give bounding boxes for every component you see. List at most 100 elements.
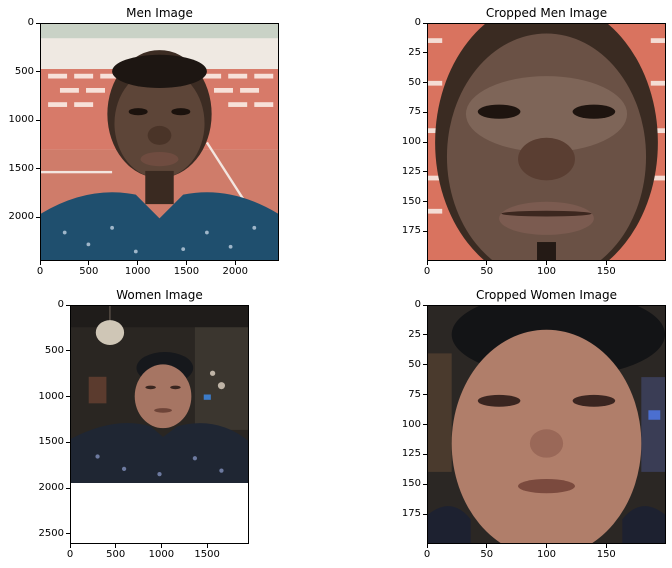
y-tick-label: 25	[408, 46, 421, 58]
y-tick-label: 75	[408, 106, 421, 118]
y-tick-label: 2000	[38, 482, 64, 494]
y-tick-label: 50	[408, 358, 421, 370]
x-tick-label: 0	[423, 266, 431, 277]
x-tick-label: 500	[79, 266, 99, 277]
x-tick	[185, 261, 187, 265]
y-tick	[423, 364, 427, 366]
y-tick-label: 175	[401, 508, 421, 520]
y-tick-label: 50	[408, 76, 421, 88]
x-tick-label: 150	[596, 549, 616, 560]
y-tick-label: 150	[401, 478, 421, 490]
y-tick	[36, 22, 40, 24]
x-tick-label: 100	[536, 549, 557, 560]
y-tick	[423, 483, 427, 485]
x-tick-label: 500	[106, 549, 126, 560]
x-tick	[88, 261, 90, 265]
y-tick	[423, 111, 427, 113]
y-tick-label: 2500	[38, 527, 64, 539]
x-tick-label: 1500	[173, 266, 200, 277]
y-tick	[423, 82, 427, 83]
x-tick	[546, 261, 547, 265]
x-tick	[426, 261, 428, 265]
x-tick	[39, 261, 41, 265]
x-tick	[234, 261, 236, 265]
y-tick	[36, 119, 40, 121]
x-tick	[160, 544, 162, 548]
y-tick-label: 100	[401, 136, 421, 147]
subplot-title: Cropped Men Image	[485, 6, 608, 20]
y-tick	[423, 394, 427, 396]
x-tick	[486, 261, 488, 265]
y-tick	[423, 201, 427, 202]
cropped-women-image-frame	[427, 305, 666, 544]
y-tick-label: 125	[401, 448, 421, 460]
y-tick	[66, 304, 70, 306]
y-tick	[423, 424, 427, 425]
y-tick	[423, 22, 427, 24]
women-image-frame	[70, 305, 249, 544]
x-tick-label: 0	[36, 266, 44, 277]
subplot-title: Cropped Women Image	[475, 288, 618, 302]
y-tick	[423, 230, 427, 232]
x-tick-label: 0	[423, 549, 431, 560]
y-tick	[66, 533, 70, 535]
x-tick	[426, 544, 428, 548]
x-tick-label: 1000	[124, 266, 151, 277]
y-tick	[36, 71, 40, 73]
y-tick-label: 1000	[8, 114, 34, 126]
y-tick	[423, 304, 427, 306]
y-tick-label: 1500	[8, 162, 34, 174]
y-tick-label: 150	[401, 195, 421, 207]
y-tick-label: 500	[14, 65, 34, 77]
woman-photo	[71, 306, 248, 483]
y-tick	[66, 487, 70, 489]
subplot-title: Women Image	[116, 288, 203, 302]
cropped-men-image-frame	[427, 23, 666, 261]
y-tick	[36, 168, 40, 170]
y-tick-label: 25	[408, 328, 421, 340]
x-tick-label: 2000	[222, 266, 248, 277]
y-tick-label: 500	[44, 344, 64, 356]
y-tick-label: 0	[27, 17, 34, 28]
y-tick-label: 125	[401, 165, 421, 177]
x-tick	[605, 544, 607, 548]
subplot-title: Men Image	[126, 6, 193, 20]
y-tick	[66, 396, 70, 398]
x-tick-label: 50	[480, 549, 494, 560]
y-tick-label: 0	[57, 299, 64, 310]
y-tick-label: 175	[401, 225, 421, 237]
y-tick	[423, 52, 427, 54]
y-tick-label: 75	[408, 388, 421, 400]
y-tick-label: 2000	[8, 211, 34, 223]
y-tick-label: 1500	[38, 436, 64, 448]
y-tick	[423, 453, 427, 455]
x-tick	[546, 544, 547, 548]
men-image-frame	[40, 23, 279, 261]
x-tick	[137, 261, 139, 265]
x-tick	[486, 544, 488, 548]
x-tick-label: 50	[480, 266, 494, 277]
woman-cropped-photo	[428, 306, 665, 543]
x-tick-label: 100	[536, 266, 557, 277]
y-tick-label: 0	[414, 17, 421, 28]
y-tick	[36, 216, 40, 218]
y-tick	[66, 441, 70, 443]
y-tick-label: 100	[401, 418, 421, 430]
x-tick-label: 150	[596, 266, 616, 277]
y-tick	[66, 350, 70, 352]
y-tick	[423, 513, 427, 515]
x-tick	[605, 261, 607, 265]
x-tick-label: 0	[66, 549, 74, 560]
y-tick-label: 1000	[38, 390, 64, 402]
x-tick	[206, 544, 208, 548]
man-cropped-photo	[428, 24, 665, 260]
man-photo	[41, 24, 278, 260]
y-tick	[423, 171, 427, 173]
x-tick-label: 1000	[148, 549, 175, 560]
x-tick	[115, 544, 117, 548]
y-tick	[423, 141, 427, 143]
x-tick	[69, 544, 71, 548]
y-tick-label: 0	[414, 299, 421, 310]
y-tick	[423, 334, 427, 336]
x-tick-label: 1500	[194, 549, 220, 560]
